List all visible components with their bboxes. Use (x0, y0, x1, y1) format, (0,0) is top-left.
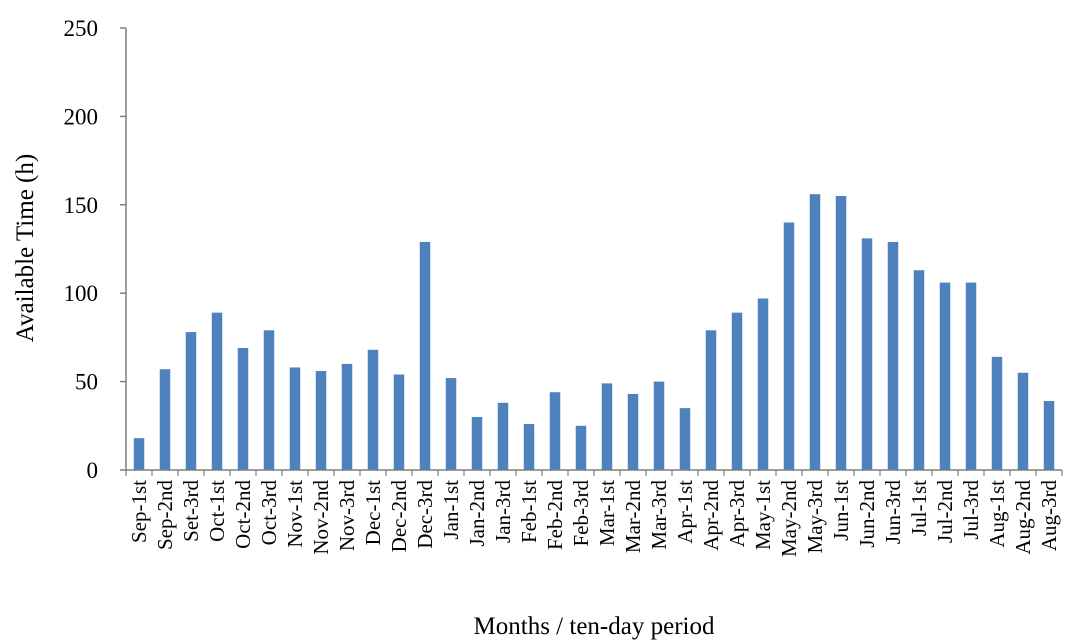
y-axis-title: Available Time (h) (12, 154, 39, 342)
x-tick-label: Sep-1st (127, 480, 151, 543)
bar (185, 332, 197, 470)
x-axis-ticks: Sep-1st Sep-2nd Set-3rd Oct-1st Oct-2nd Oct-3… (125, 470, 1063, 557)
bar (627, 393, 639, 470)
x-tick-label: Set-3rd (179, 480, 203, 542)
bar (679, 408, 691, 470)
x-tick-label: Dec-2nd (387, 480, 411, 553)
x-tick-label: Nov-1st (283, 480, 307, 548)
bar (393, 374, 405, 470)
x-tick-label: Jan-3rd (491, 480, 515, 543)
x-axis-title: Months / ten-day period (474, 613, 715, 640)
y-tick-label: 250 (64, 16, 99, 41)
bar (861, 238, 873, 470)
x-tick-label: Jun-1st (829, 480, 853, 541)
x-tick-label: Apr-1st (673, 480, 697, 544)
x-tick-label: Dec-1st (361, 480, 385, 545)
bar (367, 349, 379, 470)
x-tick-label: Aug-1st (985, 480, 1009, 548)
bar (497, 402, 509, 470)
x-tick-label: Aug-2nd (1011, 480, 1035, 555)
x-tick-label: Jan-1st (439, 480, 463, 540)
bar (913, 270, 925, 470)
bar (1017, 372, 1029, 470)
x-tick-label: Feb-3rd (569, 480, 593, 547)
bar (211, 312, 223, 470)
y-tick-label: 0 (87, 458, 99, 483)
bar (757, 298, 769, 470)
x-tick-label: Feb-2nd (543, 480, 567, 550)
x-tick-label: Aug-3rd (1037, 480, 1061, 552)
bar (445, 378, 457, 470)
x-tick-label: Jun-3rd (881, 480, 905, 545)
bar (315, 370, 327, 470)
x-tick-label: Oct-2nd (231, 480, 255, 549)
x-tick-label: Nov-3rd (335, 480, 359, 552)
bar (237, 348, 249, 470)
bar (783, 222, 795, 470)
bar (341, 363, 353, 470)
bar (1043, 401, 1055, 470)
bar (549, 392, 561, 470)
bar (133, 438, 145, 470)
bar (419, 241, 431, 470)
x-tick-label: Jul-1st (907, 480, 931, 536)
y-tick-label: 50 (75, 370, 98, 395)
bar (991, 356, 1003, 470)
x-tick-label: Oct-3rd (257, 480, 281, 546)
x-tick-label: May-2nd (777, 480, 801, 557)
x-tick-label: Feb-1st (517, 480, 541, 543)
bar (939, 282, 951, 470)
bar (809, 194, 821, 470)
x-tick-label: Sep-2nd (153, 480, 177, 550)
y-tick-label: 200 (64, 104, 99, 129)
x-tick-label: Jul-2nd (933, 480, 957, 544)
bar (263, 330, 275, 470)
x-tick-label: Mar-1st (595, 480, 619, 546)
bar (471, 416, 483, 470)
y-tick-label: 150 (64, 193, 99, 218)
x-tick-label: May-1st (751, 480, 775, 550)
x-tick-label: Apr-2nd (699, 480, 723, 551)
bar (965, 282, 977, 470)
x-tick-label: Dec-3rd (413, 480, 437, 549)
x-tick-label: Apr-3rd (725, 480, 749, 548)
x-tick-label: May-3rd (803, 480, 827, 554)
y-axis-ticks: 0 50 100 150 200 250 (64, 16, 126, 483)
bar (887, 241, 899, 470)
x-tick-label: Nov-2nd (309, 480, 333, 555)
bar (731, 312, 743, 470)
bar (159, 369, 171, 470)
bar (705, 330, 717, 470)
bar (289, 367, 301, 470)
bar (653, 381, 665, 470)
x-tick-label: Oct-1st (205, 480, 229, 542)
x-tick-label: Jul-3rd (959, 480, 983, 540)
y-tick-label: 100 (64, 281, 99, 306)
x-tick-label: Jun-2nd (855, 480, 879, 548)
bar (835, 195, 847, 470)
bar (601, 383, 613, 470)
x-tick-label: Mar-3rd (647, 480, 671, 550)
bar (575, 425, 587, 470)
x-tick-label: Mar-2nd (621, 480, 645, 554)
x-tick-label: Jan-2nd (465, 480, 489, 547)
bar (523, 424, 535, 470)
bars (133, 194, 1055, 470)
